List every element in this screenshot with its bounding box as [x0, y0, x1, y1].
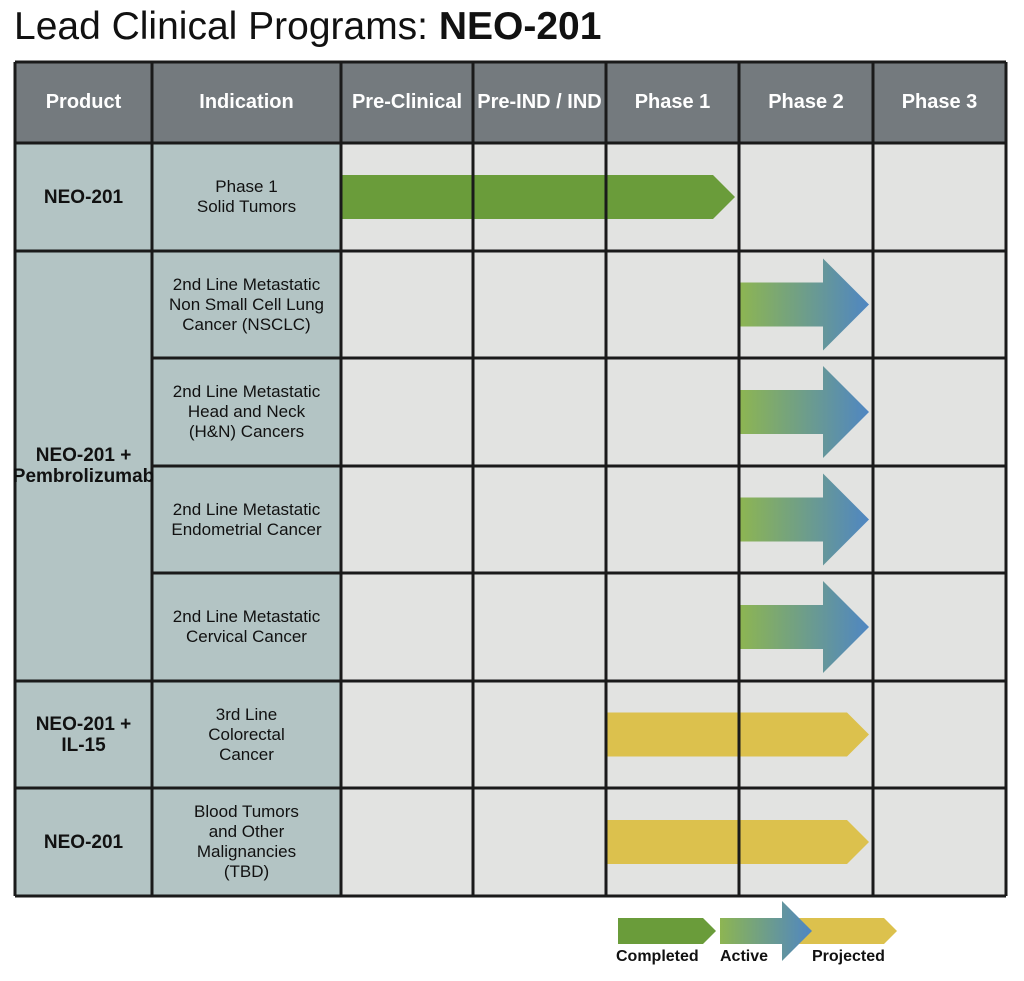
column-header: Product	[45, 91, 122, 113]
status-arrow-active	[740, 366, 869, 458]
stage-cells-bg	[341, 143, 1006, 896]
legend-projected-swatch	[798, 918, 897, 944]
header-row-bg	[15, 62, 1006, 143]
status-arrow-active	[740, 581, 869, 673]
status-arrow-active	[740, 258, 869, 351]
column-header: Pre-IND / IND	[477, 91, 602, 113]
indication-label: 2nd Line Metastatic Head and Neck (H&N) Ca…	[172, 382, 321, 441]
label-columns-bg	[15, 143, 341, 896]
legend-projected-label: Projected	[812, 948, 885, 965]
product-label: NEO-201 + Pembrolizumab	[12, 445, 155, 487]
legend-completed-label: Completed	[616, 948, 699, 965]
status-arrow-active	[740, 473, 869, 566]
column-header: Phase 3	[901, 91, 978, 113]
column-header: Pre-Clinical	[351, 91, 463, 113]
product-label: NEO-201	[43, 186, 124, 208]
indication-label: 2nd Line Metastatic Endometrial Cancer	[171, 499, 322, 539]
indication-label: 2nd Line Metastatic Non Small Cell Lung Ca…	[169, 274, 324, 334]
title-prefix: Lead Clinical Programs:	[14, 5, 439, 48]
title-emphasis: NEO-201	[438, 5, 602, 48]
legend-active-swatch	[720, 901, 812, 961]
legend-active-label: Active	[720, 948, 769, 965]
product-label: NEO-201	[43, 831, 124, 853]
indication-label: 2nd Line Metastatic Cervical Cancer	[172, 607, 321, 646]
indication-label: 3rd Line Colorectal Cancer	[208, 704, 285, 764]
product-label: NEO-201 + IL-15	[35, 713, 132, 756]
indication-label: Blood Tumors and Other Malignancies (TBD)	[194, 802, 299, 881]
column-header: Indication	[199, 91, 294, 113]
legend-completed-swatch	[618, 918, 716, 944]
column-header: Phase 2	[768, 91, 844, 113]
column-header: Phase 1	[634, 91, 711, 113]
page-title: Lead Clinical Programs: NEO-201	[14, 2, 601, 52]
indication-label: Phase 1 Solid Tumors	[196, 177, 297, 216]
status-bar-completed	[342, 175, 735, 219]
